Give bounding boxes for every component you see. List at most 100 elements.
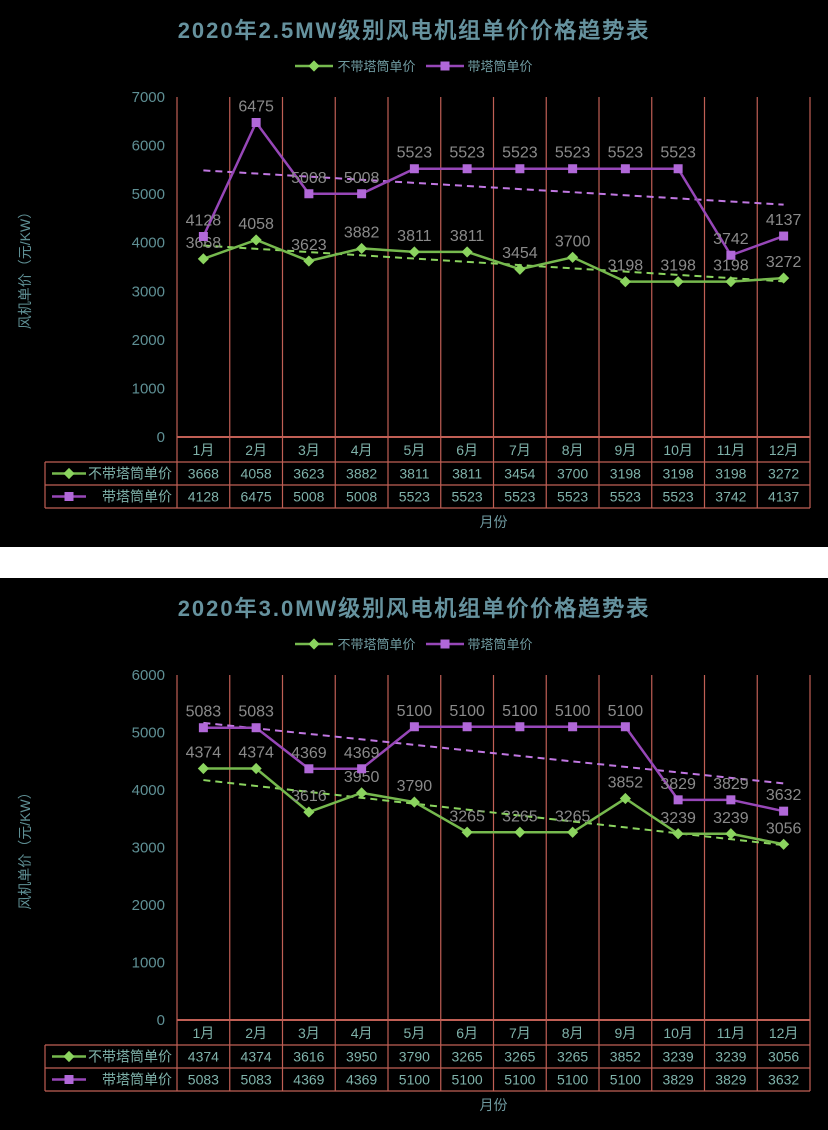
legend-item: 带塔筒单价: [425, 56, 533, 75]
data-label: 5523: [660, 145, 696, 162]
table-cell-value: 3198: [663, 466, 694, 482]
y-tick-label: 0: [157, 429, 165, 446]
chart-title: 2020年3.0MW级别风电机组单价价格趋势表: [177, 596, 651, 621]
table-cell-value: 5083: [188, 1072, 219, 1088]
table-cell-value: 6475: [241, 489, 272, 505]
month-label: 3月: [298, 442, 320, 458]
series-marker-icon: [778, 272, 790, 284]
month-label: 12月: [769, 1025, 799, 1041]
y-tick-label: 5000: [132, 186, 165, 203]
y-tick-label: 6000: [132, 138, 165, 155]
month-label: 12月: [769, 442, 799, 458]
square-legend-swatch-icon: [425, 61, 464, 70]
table-cell-value: 3852: [610, 1049, 641, 1065]
series-marker-icon: [673, 795, 683, 805]
y-axis-title: 风机单价（元/KW）: [17, 785, 33, 909]
series-marker-icon: [619, 792, 631, 805]
series-marker-icon: [726, 795, 736, 805]
data-label: 3198: [660, 258, 696, 275]
y-tick-label: 7000: [132, 89, 165, 106]
table-cell-value: 4137: [768, 489, 799, 505]
data-label: 3623: [291, 237, 327, 254]
series-marker-icon: [409, 164, 419, 174]
table-cell-value: 3623: [293, 466, 324, 482]
table-cell-value: 3700: [557, 466, 588, 482]
table-cell-value: 5100: [452, 1072, 483, 1088]
x-axis-title: 月份: [480, 514, 508, 530]
series-marker-icon: [672, 828, 684, 840]
table-cell-value: 3742: [715, 489, 746, 505]
series-marker-icon: [672, 276, 684, 288]
series-marker-icon: [568, 164, 578, 174]
table-cell-value: 5100: [610, 1072, 641, 1088]
data-label: 5083: [238, 704, 274, 721]
data-label: 3632: [766, 787, 802, 804]
table-cell-value: 5523: [610, 489, 641, 505]
x-axis-title: 月份: [480, 1097, 508, 1113]
series-name-label: 不带塔筒单价: [88, 466, 172, 482]
data-label: 4374: [238, 744, 274, 761]
month-label: 7月: [509, 442, 531, 458]
table-cell-value: 3632: [768, 1072, 799, 1088]
y-tick-label: 2000: [132, 897, 165, 914]
table-cell-value: 3454: [504, 466, 535, 482]
data-label: 5008: [344, 170, 380, 187]
series-marker-icon: [198, 723, 208, 733]
table-cell-value: 4374: [188, 1049, 219, 1065]
data-label: 3272: [766, 254, 802, 271]
y-tick-label: 1000: [132, 380, 165, 397]
data-label: 5083: [186, 704, 222, 721]
series-line-0: [203, 767, 784, 846]
legend-marker-icon: [440, 61, 449, 70]
series-name-label: 不带塔筒单价: [88, 1049, 172, 1065]
series-marker-icon: [726, 250, 736, 260]
table-cell-value: 5008: [293, 489, 324, 505]
data-label: 3616: [291, 788, 327, 805]
table-cell-value: 3829: [663, 1072, 694, 1088]
series-line-1: [202, 120, 785, 257]
data-label: 4128: [186, 212, 222, 229]
diamond-legend-swatch-icon: [295, 59, 334, 72]
trend-line-0: [203, 244, 784, 283]
month-label: 9月: [614, 442, 636, 458]
month-label: 10月: [663, 442, 693, 458]
y-tick-label: 6000: [132, 667, 165, 684]
diamond-legend-swatch-icon: [295, 637, 334, 650]
chart-title: 2020年2.5MW级别风电机组单价价格趋势表: [177, 18, 651, 43]
y-tick-label: 1000: [132, 955, 165, 972]
table-cell-value: 4128: [188, 489, 219, 505]
series-name-label: 带塔筒单价: [102, 1072, 172, 1088]
table-cell-value: 5523: [663, 489, 694, 505]
data-label: 3265: [502, 808, 538, 825]
series-marker-icon: [779, 231, 789, 241]
series-marker-icon: [303, 806, 315, 818]
series-marker-icon: [408, 796, 420, 808]
month-label: 6月: [456, 442, 478, 458]
series-marker-icon: [250, 234, 262, 246]
data-label: 5100: [449, 703, 485, 720]
data-label: 4369: [291, 745, 327, 762]
y-tick-label: 0: [157, 1012, 165, 1029]
series-marker-icon: [197, 762, 209, 775]
month-label: 6月: [456, 1025, 478, 1041]
series-name-label: 带塔筒单价: [102, 489, 172, 505]
series-marker-icon: [725, 828, 737, 840]
table-legend-marker-icon: [63, 1050, 75, 1063]
table-cell-value: 3950: [346, 1049, 377, 1065]
data-label: 3668: [186, 235, 222, 252]
table-legend-marker-icon: [64, 1075, 74, 1084]
table-cell-value: 3198: [715, 466, 746, 482]
table-cell-value: 3668: [188, 466, 219, 482]
data-label: 3852: [608, 775, 644, 792]
data-label: 3882: [344, 224, 380, 241]
table-legend-marker-icon: [64, 492, 74, 501]
legend-item-label: 带塔筒单价: [467, 59, 533, 74]
legend-item-label: 不带塔筒单价: [337, 59, 416, 74]
month-label: 5月: [403, 442, 425, 458]
month-label: 10月: [663, 1025, 693, 1041]
data-label: 3265: [449, 808, 485, 825]
table-cell-value: 4374: [241, 1049, 272, 1065]
trend-line-1: [203, 721, 784, 785]
data-label: 3950: [344, 769, 380, 786]
table-cell-value: 3056: [768, 1049, 799, 1065]
